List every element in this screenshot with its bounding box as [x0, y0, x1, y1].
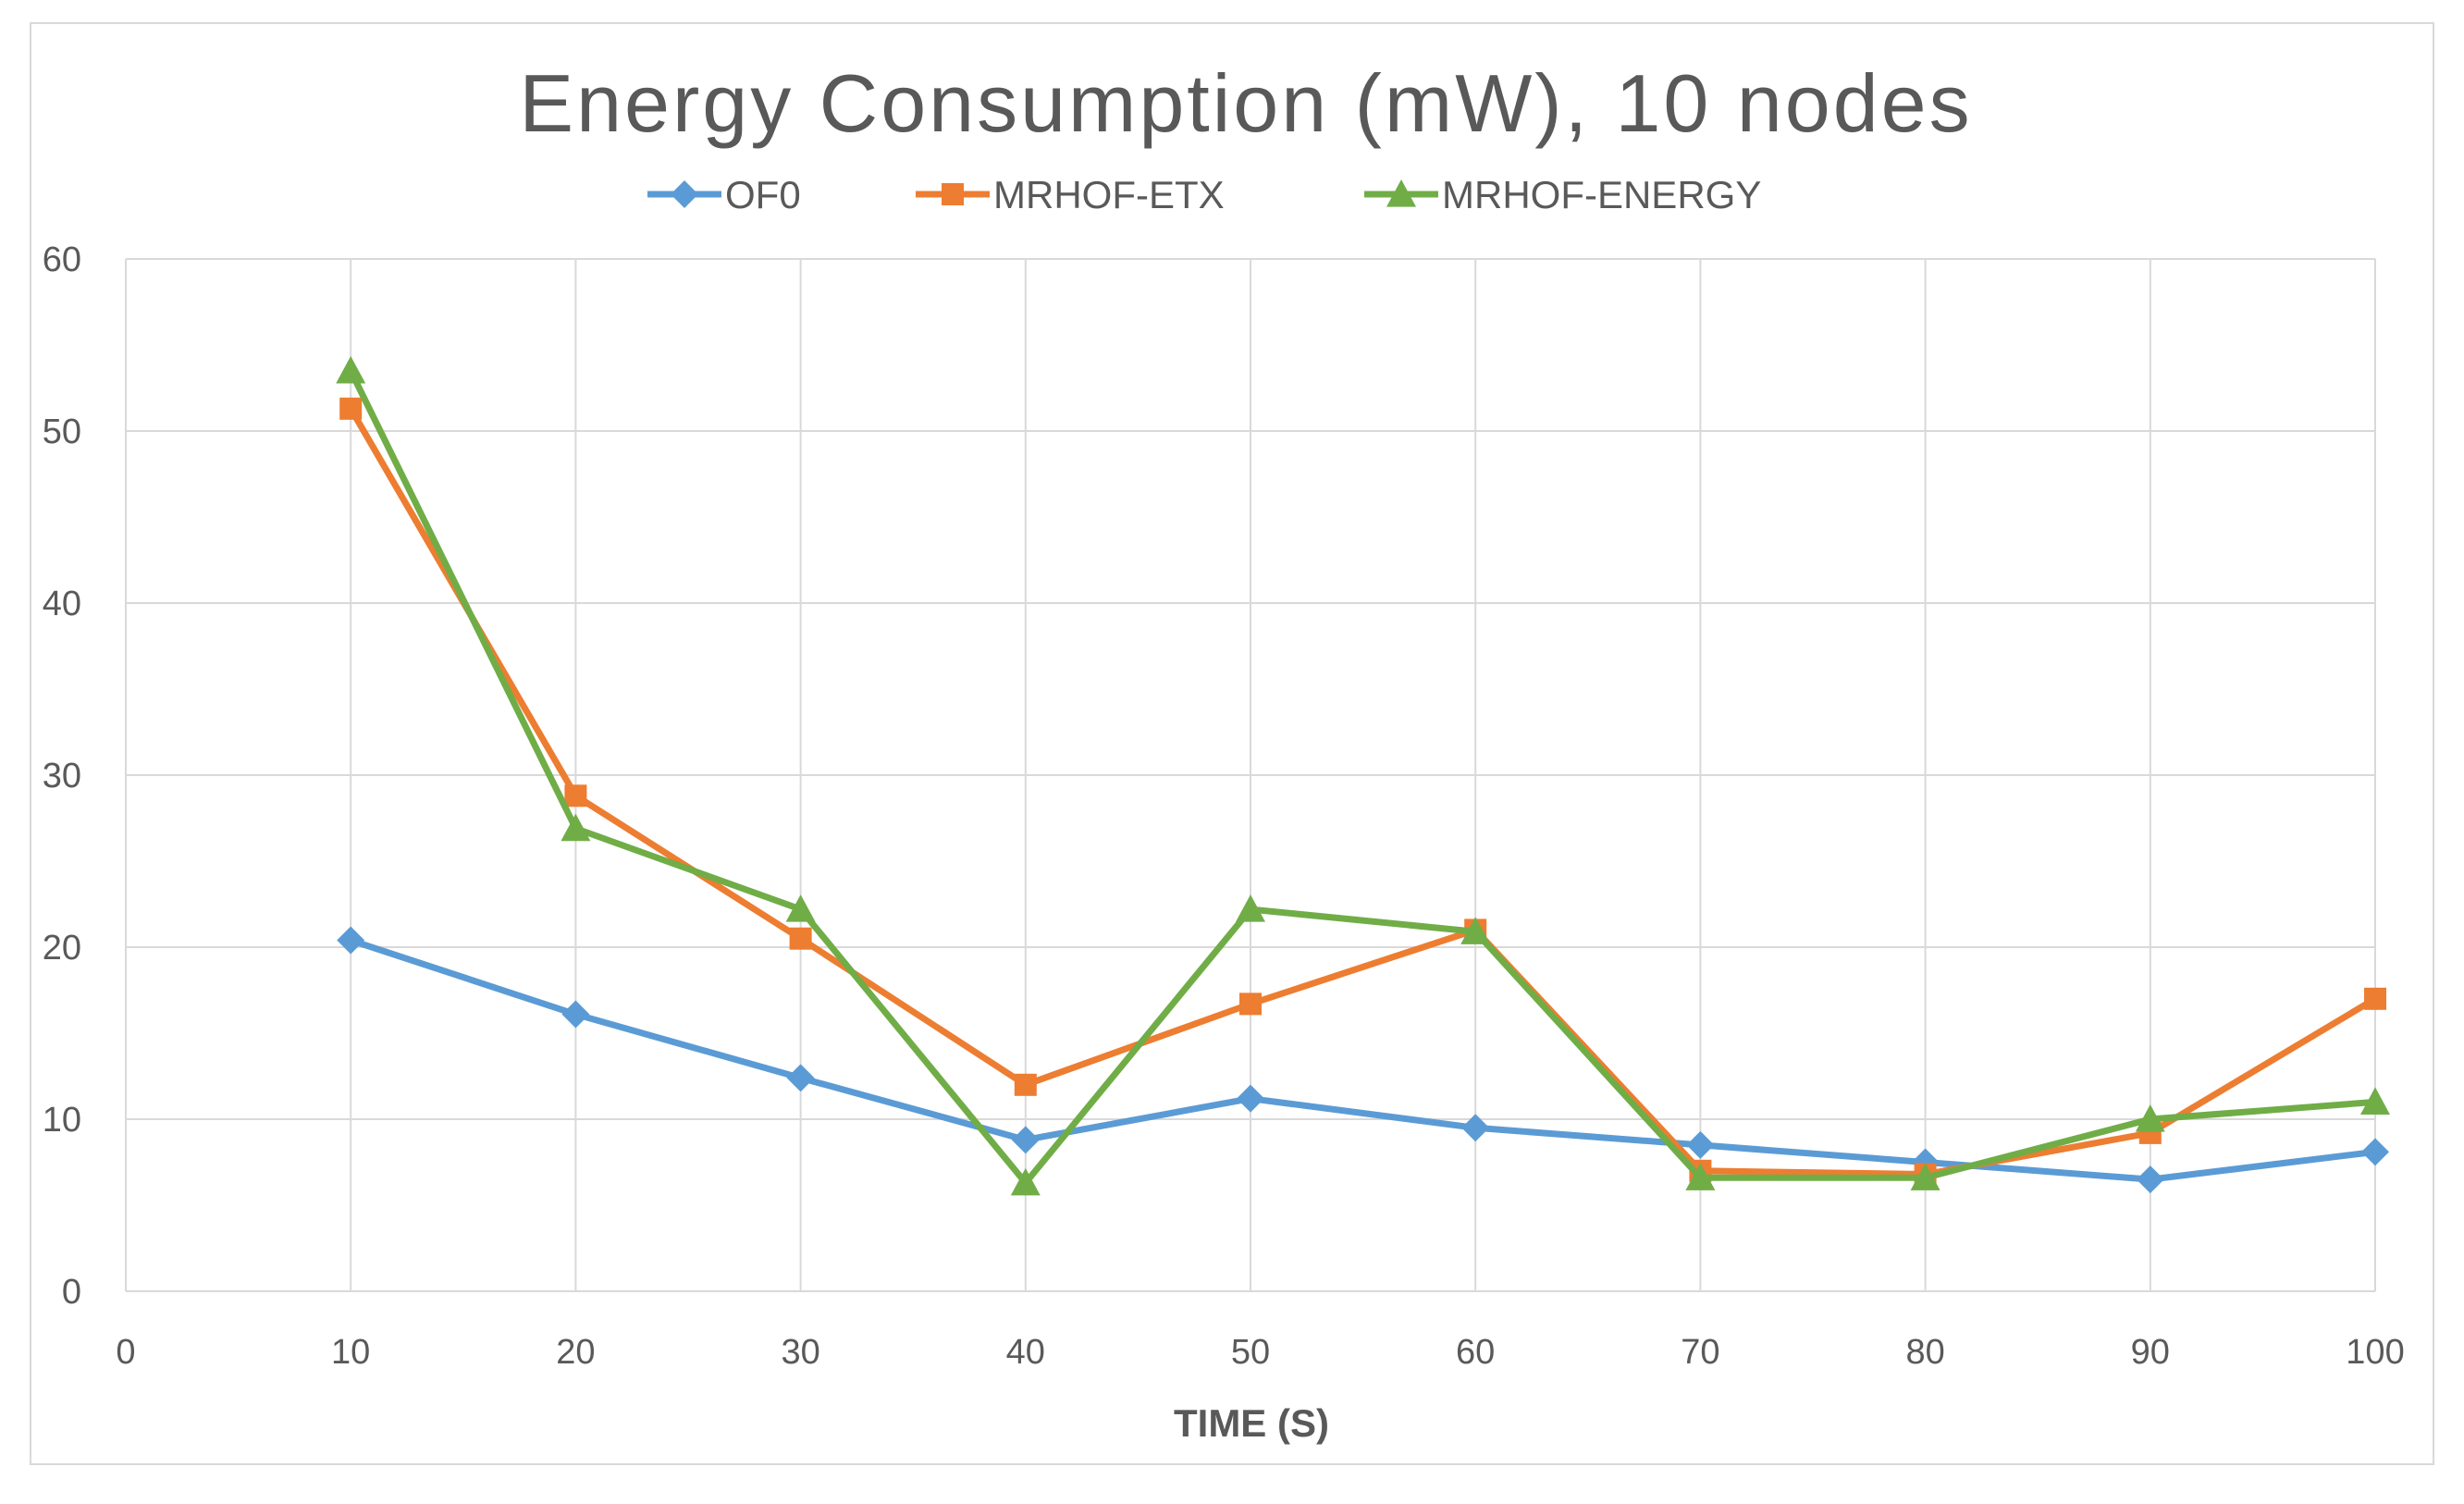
y-axis-ticks: 0 10 20 30 40 50 60: [43, 240, 81, 1312]
series-line-of0: [347, 937, 2379, 1183]
data-point-of0: [2136, 1165, 2164, 1194]
y-tick-label: 60: [43, 240, 81, 279]
x-tick-label: 90: [2131, 1333, 2170, 1372]
chart-frame: [30, 22, 2434, 1465]
y-tick-label: 40: [43, 585, 81, 623]
x-axis-ticks: 0 10 20 30 40 50 60 70 80 90 100: [116, 1333, 2404, 1372]
legend-swatch-marker: [942, 183, 964, 205]
x-tick-label: 50: [1231, 1333, 1270, 1372]
data-point-mrhof-etx: [339, 397, 363, 420]
data-point-of0: [1011, 1126, 1040, 1154]
data-point-mrhof-etx: [1239, 992, 1262, 1016]
y-tick-label: 30: [43, 757, 81, 795]
y-tick-label: 20: [43, 929, 81, 968]
data-point-of0: [1237, 1084, 1264, 1113]
x-axis-title: TIME (S): [1174, 1401, 1329, 1445]
data-point-mrhof-energy: [1910, 1163, 1940, 1190]
y-tick-label: 50: [43, 413, 81, 451]
legend-item-mrhof-etx: MRHOF-ETX: [916, 173, 1225, 216]
x-tick-label: 30: [781, 1333, 819, 1372]
gridlines: [125, 258, 2376, 1292]
series-line-mrhof-energy: [347, 367, 2379, 1187]
y-tick-label: 10: [43, 1101, 81, 1140]
data-point-mrhof-etx: [2364, 987, 2386, 1010]
data-point-mrhof-energy: [785, 894, 816, 922]
data-point-mrhof-energy: [1236, 894, 1265, 922]
legend-label: OF0: [725, 173, 801, 216]
data-point-mrhof-energy: [2360, 1087, 2390, 1115]
x-tick-label: 0: [116, 1333, 135, 1372]
series-group: [336, 355, 2390, 1196]
legend: OF0 MRHOF-ETX MRHOF-ENERGY: [647, 173, 1761, 216]
data-point-mrhof-etx: [564, 784, 587, 807]
data-point-of0: [786, 1064, 815, 1092]
data-point-mrhof-energy: [1685, 1163, 1716, 1190]
data-point-of0: [1461, 1114, 1490, 1142]
data-point-mrhof-energy: [1010, 1167, 1041, 1196]
legend-label: MRHOF-ETX: [993, 173, 1225, 216]
data-point-of0: [1686, 1130, 1715, 1159]
series-mrhof-energy: [336, 355, 2390, 1196]
data-point-mrhof-etx: [1014, 1073, 1037, 1096]
legend-swatch-marker: [1386, 179, 1416, 207]
y-tick-label: 0: [62, 1273, 81, 1312]
data-point-of0: [2361, 1138, 2389, 1166]
data-point-of0: [337, 926, 365, 955]
chart-title: Energy Consumption (mW), 10 nodes: [519, 57, 1972, 149]
legend-item-mrhof-energy: MRHOF-ENERGY: [1364, 173, 1761, 216]
x-tick-label: 40: [1006, 1333, 1045, 1372]
legend-swatch-marker: [671, 180, 698, 208]
x-tick-label: 80: [1905, 1333, 1944, 1372]
series-of0: [337, 926, 2389, 1194]
data-point-mrhof-energy: [2135, 1104, 2165, 1132]
data-point-of0: [561, 1000, 590, 1029]
data-point-mrhof-energy: [1460, 917, 1491, 944]
x-tick-label: 10: [331, 1333, 370, 1372]
x-tick-label: 100: [2346, 1333, 2404, 1372]
x-tick-label: 60: [1456, 1333, 1495, 1372]
legend-item-of0: OF0: [647, 173, 801, 216]
x-tick-label: 70: [1681, 1333, 1719, 1372]
data-point-mrhof-etx: [789, 927, 812, 950]
x-tick-label: 20: [556, 1333, 595, 1372]
series-mrhof-etx: [339, 397, 2386, 1186]
legend-label: MRHOF-ENERGY: [1442, 173, 1761, 216]
series-line-mrhof-etx: [347, 405, 2379, 1178]
data-point-mrhof-energy: [561, 813, 591, 842]
data-point-mrhof-energy: [336, 355, 366, 384]
